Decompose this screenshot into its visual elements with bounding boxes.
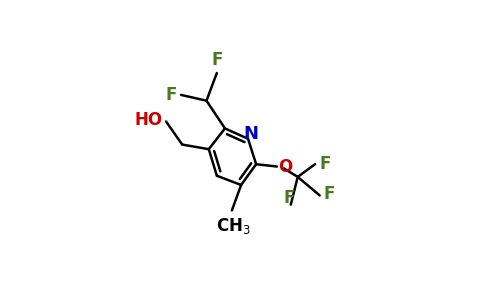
Text: F: F <box>319 155 331 173</box>
Text: F: F <box>211 52 223 70</box>
Text: F: F <box>283 189 295 207</box>
Text: O: O <box>278 158 292 175</box>
Text: F: F <box>166 86 177 104</box>
Text: F: F <box>324 185 335 203</box>
Text: CH$_3$: CH$_3$ <box>216 216 250 236</box>
Text: N: N <box>243 125 258 143</box>
Text: HO: HO <box>135 111 163 129</box>
